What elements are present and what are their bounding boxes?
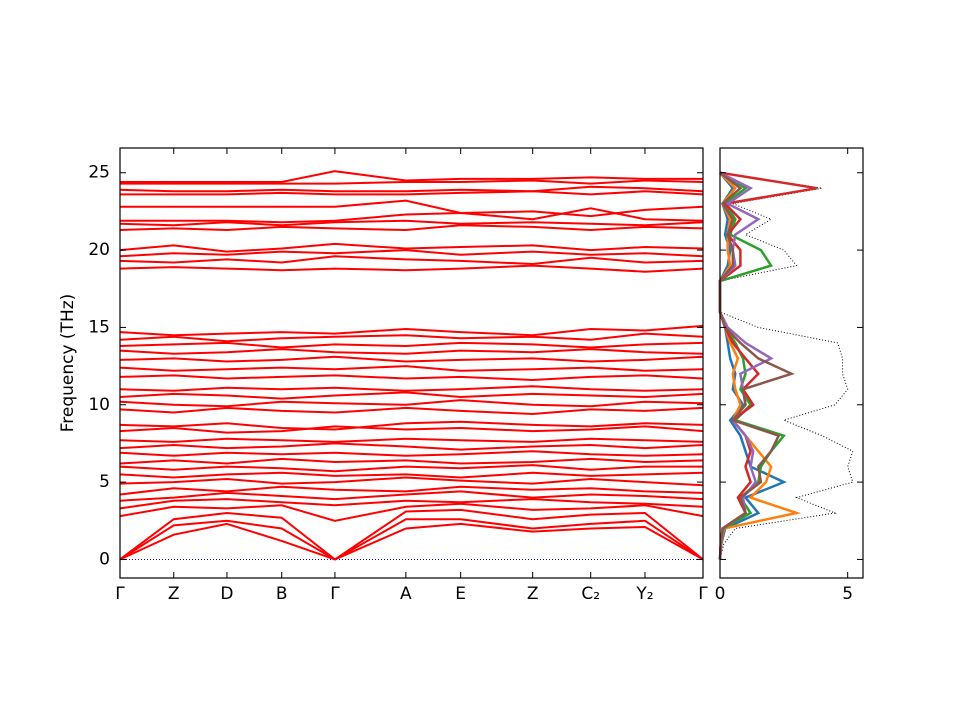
band-line: [120, 170, 703, 183]
band-line: [119, 442, 704, 451]
band-line: [119, 399, 704, 408]
x-tick-label: Γ: [330, 584, 340, 604]
x-tick-label: 0: [715, 584, 726, 604]
y-tick-label: 5: [99, 472, 110, 492]
x-tick-label: Z: [527, 584, 539, 604]
band-line: [119, 332, 704, 343]
band-line: [120, 207, 704, 224]
x-tick-label: Z: [168, 584, 180, 604]
band-line: [119, 476, 704, 487]
band-line: [120, 199, 704, 218]
y-axis-label: Frequency (THz): [58, 294, 78, 433]
band-line: [119, 498, 704, 510]
band-line: [119, 365, 704, 372]
x-tick-label: E: [455, 584, 466, 604]
y-tick-label: 25: [88, 163, 110, 183]
plot-frame: [119, 147, 704, 579]
band-line: [119, 324, 704, 337]
total-dos: [719, 172, 854, 560]
band-line: [119, 355, 704, 363]
band-line: [119, 185, 704, 193]
band-line: [119, 490, 704, 502]
band-line: [119, 385, 704, 392]
band-line: [119, 341, 704, 349]
band-line: [119, 219, 704, 227]
band-line: [119, 508, 704, 561]
band-line: [119, 450, 704, 457]
band-line: [119, 242, 704, 253]
x-tick-label: Y₂: [635, 584, 653, 604]
y-tick-label: 20: [88, 240, 110, 260]
x-tick-label: Γ: [698, 584, 708, 604]
band-line: [119, 425, 704, 434]
band-line: [119, 471, 704, 479]
x-tick-label: A: [400, 584, 412, 604]
band-line: [119, 406, 704, 416]
band-line: [119, 437, 704, 443]
band-line: [119, 518, 704, 561]
band-line: [119, 224, 704, 232]
band-line: [120, 179, 704, 185]
x-tick-label: D: [220, 584, 233, 604]
band-line: [119, 464, 703, 473]
y-tick-label: 10: [88, 395, 110, 415]
band-line: [119, 391, 704, 400]
x-tick-label: C₂: [581, 584, 600, 604]
band-line: [119, 255, 704, 266]
band-line: [120, 190, 704, 196]
band-line: [119, 522, 704, 561]
band-line: [119, 457, 704, 465]
x-tick-label: Γ: [115, 584, 125, 604]
projected-dos: [718, 171, 795, 560]
plot-frame: [719, 147, 864, 579]
band-line: [119, 348, 704, 355]
band-line: [119, 264, 704, 273]
band-line: [119, 420, 704, 431]
x-tick-label: B: [276, 584, 288, 604]
band-line: [119, 374, 704, 382]
x-tick-label: 5: [842, 584, 853, 604]
band-line: [119, 249, 704, 258]
y-tick-label: 0: [99, 549, 110, 569]
band-line: [119, 485, 704, 496]
band-line: [119, 502, 704, 522]
y-tick-label: 15: [88, 317, 110, 337]
